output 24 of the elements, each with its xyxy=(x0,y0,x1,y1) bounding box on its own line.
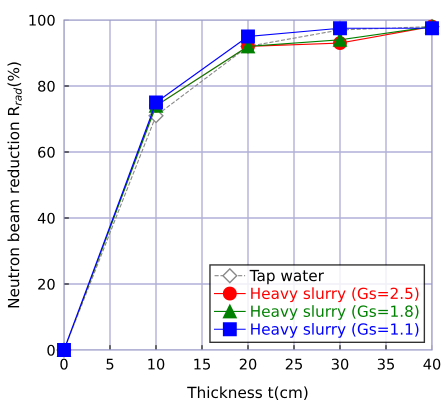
y-tick-label: 0 xyxy=(47,344,55,356)
x-tick-label: 25 xyxy=(286,358,302,370)
x-tick-label: 5 xyxy=(106,358,114,370)
legend-label: Heavy slurry (Gs=2.5) xyxy=(251,287,418,302)
x-tick-label: 40 xyxy=(423,358,440,370)
legend-label: Heavy slurry (Gs=1.8) xyxy=(251,305,418,320)
legend-label: Tap water xyxy=(250,270,324,284)
y-tick-label: 100 xyxy=(29,14,55,26)
x-tick-label: 15 xyxy=(194,358,210,370)
legend-label: Heavy slurry (Gs=1.1) xyxy=(251,322,418,338)
y-tick-label: 40 xyxy=(38,212,55,224)
x-tick-label: 30 xyxy=(332,358,348,370)
y-axis-title: Neutron beam reduction R$_{rad}$(%) xyxy=(7,62,22,308)
x-axis-title: Thickness t(cm) xyxy=(187,386,308,400)
y-tick-label: 80 xyxy=(38,80,55,92)
x-tick-label: 20 xyxy=(240,358,256,370)
x-tick-label: 10 xyxy=(148,358,164,370)
point xyxy=(241,30,255,44)
y-tick-label: 60 xyxy=(38,146,55,158)
x-tick-label: 0 xyxy=(60,358,68,370)
y-tick-label: 20 xyxy=(38,278,55,290)
point xyxy=(149,96,163,110)
point xyxy=(333,21,347,36)
x-tick-label: 35 xyxy=(378,358,394,370)
